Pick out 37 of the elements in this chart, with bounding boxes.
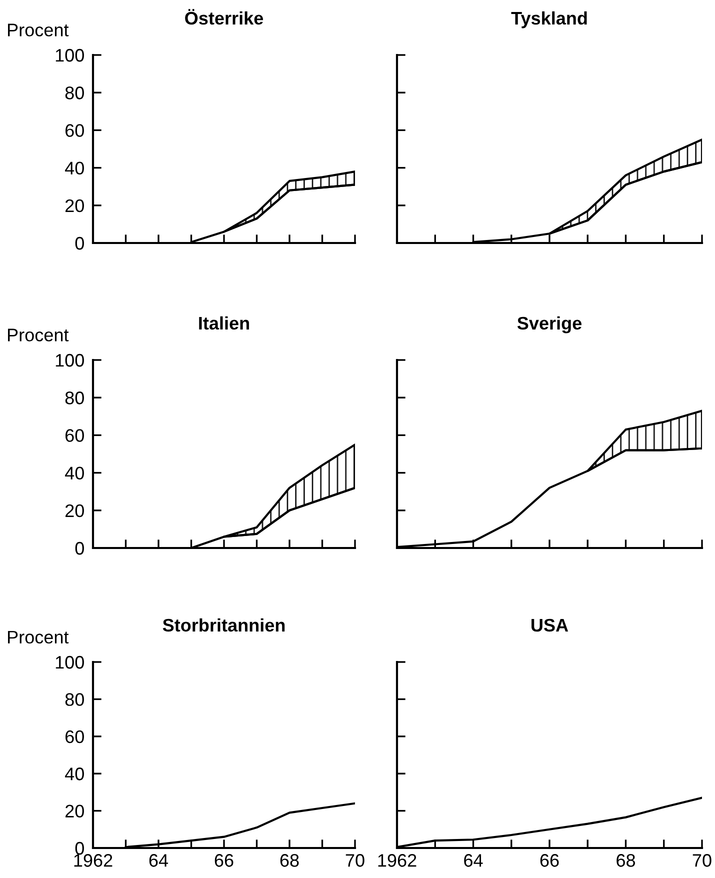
x-tick-label: 68 xyxy=(616,854,636,867)
chart-title: Österrike xyxy=(185,9,264,25)
x-tick-label: 64 xyxy=(464,854,483,867)
y-tick-label: 20 xyxy=(65,504,84,518)
y-tick-label: 80 xyxy=(65,392,84,404)
chart-title: Storbritannien xyxy=(162,618,285,632)
x-tick-label: 1962 xyxy=(378,854,416,867)
x-tick-label: 68 xyxy=(280,854,299,867)
x-tick-label: 64 xyxy=(149,854,168,867)
y-tick-label: 40 xyxy=(65,768,84,780)
y-tick-label: 100 xyxy=(56,48,84,62)
y-tick-label: 60 xyxy=(66,429,84,442)
x-tick-label: 66 xyxy=(214,854,234,867)
x-tick-label: 70 xyxy=(346,854,364,867)
x-tick-label: 70 xyxy=(692,854,712,867)
y-tick-label: 60 xyxy=(66,730,84,744)
y-axis-title: Procent xyxy=(8,328,69,342)
y-tick-label: 100 xyxy=(56,656,84,669)
y-tick-label: 100 xyxy=(56,354,84,367)
y-tick-label: 20 xyxy=(65,804,84,818)
y-tick-label: 40 xyxy=(65,466,84,480)
chart-title: USA xyxy=(532,618,568,632)
chart-title: Italien xyxy=(199,316,249,330)
x-tick-label: 66 xyxy=(540,854,559,867)
y-tick-label: 80 xyxy=(65,86,84,100)
chart-title: Tyskland xyxy=(511,11,587,28)
x-tick-label: 1962 xyxy=(74,854,112,867)
y-tick-label: 0 xyxy=(75,842,84,855)
y-axis-title: Procent xyxy=(8,630,69,644)
y-tick-label: 20 xyxy=(65,199,84,212)
y-tick-label: 0 xyxy=(75,542,84,555)
y-tick-label: 60 xyxy=(66,124,84,137)
y-tick-label: 40 xyxy=(65,162,84,175)
chart-title: Sverige xyxy=(517,316,582,334)
y-axis-title: Procent xyxy=(8,24,69,36)
y-tick-label: 0 xyxy=(75,236,84,250)
y-tick-label: 80 xyxy=(65,693,84,706)
